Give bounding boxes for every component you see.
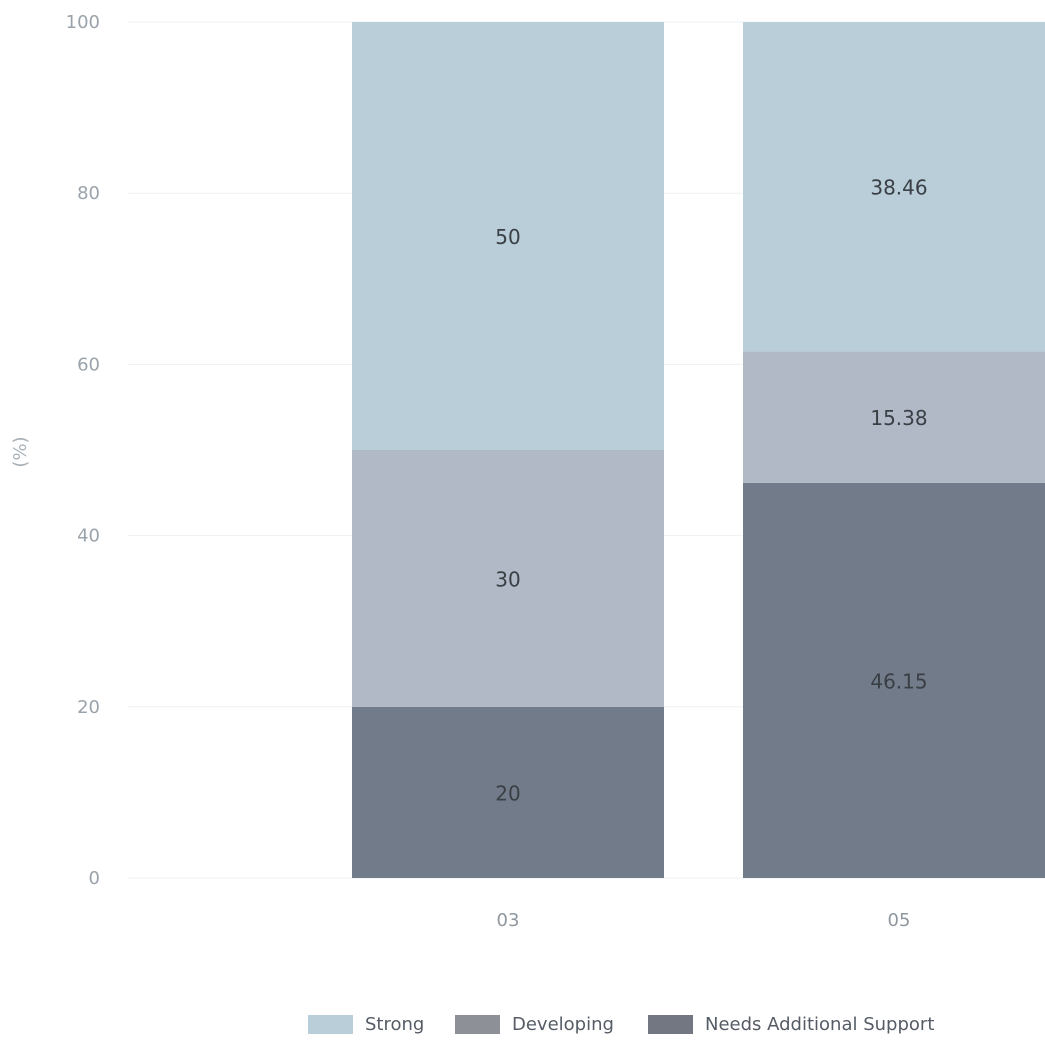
bar-05-needs-additional-support [743, 482, 1045, 878]
x-tick-label-05: 05 [888, 910, 911, 931]
legend-swatch-developing [455, 1014, 500, 1034]
bar-03-needs-additional-support [352, 706, 664, 878]
legend-label-needs-additional-support: Needs Additional Support [705, 1013, 935, 1035]
x-tick-label-03: 03 [497, 910, 520, 931]
legend-item-needs-additional-support[interactable]: Needs Additional Support [648, 1008, 934, 1040]
bar-03-developing [352, 450, 664, 707]
data-label-03-strong: 50 [495, 225, 520, 249]
data-label-03-needs-additional-support: 20 [495, 781, 520, 805]
data-label-03-developing: 30 [495, 567, 520, 591]
y-tick-label-40: 40 [77, 526, 100, 547]
y-axis-ticks: 0 20 40 60 80 100 [66, 12, 100, 889]
legend-label-developing: Developing [512, 1013, 614, 1035]
bar-05-developing [743, 351, 1045, 483]
legend-swatch-needs-additional-support [648, 1014, 693, 1034]
data-label-05-strong: 38.46 [870, 176, 927, 200]
y-tick-label-100: 100 [66, 12, 100, 33]
data-labels: 20 30 50 46.15 15.38 38.46 [495, 176, 927, 806]
y-tick-label-0: 0 [89, 868, 100, 889]
y-tick-label-80: 80 [77, 183, 100, 204]
legend: Strong Developing Needs Additional Suppo… [0, 1008, 1045, 1040]
data-label-05-needs-additional-support: 46.15 [870, 669, 927, 693]
y-tick-label-20: 20 [77, 697, 100, 718]
bar-03-strong [352, 22, 664, 450]
bar-05-strong [743, 22, 1045, 352]
legend-item-strong[interactable]: Strong [308, 1008, 424, 1040]
x-axis-ticks: 03 05 [497, 910, 911, 931]
data-label-05-developing: 15.38 [870, 406, 927, 430]
y-axis-label: (%) [10, 436, 31, 467]
bars [352, 22, 1045, 878]
y-tick-label-60: 60 [77, 354, 100, 375]
legend-label-strong: Strong [365, 1013, 425, 1035]
legend-item-developing[interactable]: Developing [455, 1008, 614, 1040]
stacked-bar-chart: 0 20 40 60 80 100 (%) 20 30 50 46.15 15.38 38.46 0… [10, 12, 1045, 931]
legend-swatch-strong [308, 1014, 353, 1034]
